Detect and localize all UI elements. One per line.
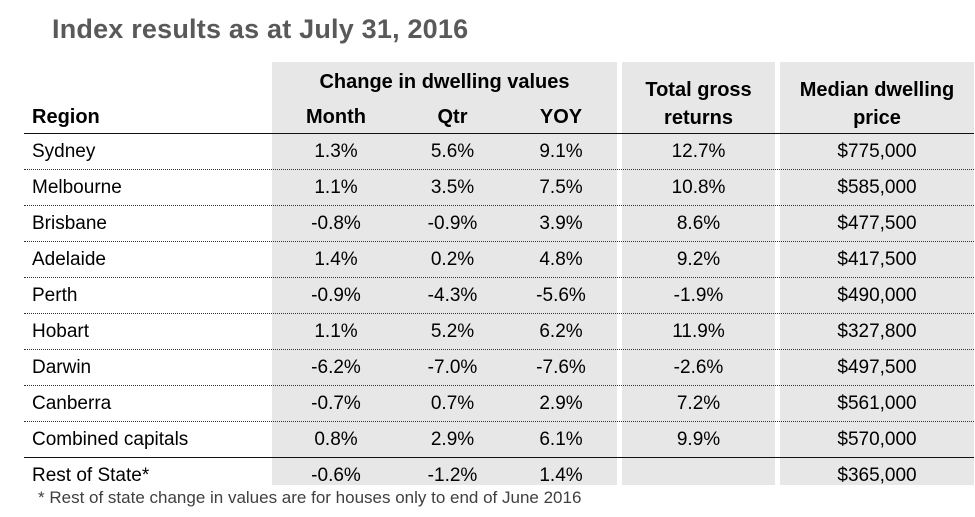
- cell-median: $417,500: [837, 249, 917, 270]
- cell-median: $490,000: [837, 285, 917, 306]
- cell-median: $497,500: [837, 357, 917, 378]
- cell-yoy: 3.9%: [539, 213, 583, 234]
- cell-yoy: 7.5%: [539, 177, 583, 198]
- cell-month: 1.4%: [314, 249, 358, 270]
- cell-month: -0.8%: [311, 213, 361, 234]
- cell-median: $477,500: [837, 213, 917, 234]
- cell-region: Hobart: [32, 321, 90, 342]
- cell-yoy: -7.6%: [536, 357, 586, 378]
- cell-gross: 12.7%: [671, 141, 726, 162]
- header-total-gross-returns: Total gross returns: [645, 79, 752, 129]
- cell-qtr: -1.2%: [427, 465, 478, 486]
- cell-gross: -2.6%: [673, 357, 724, 378]
- table-row: Sydney 1.3% 5.6% 9.1% 12.7% $775,000: [24, 134, 974, 170]
- cell-qtr: -0.9%: [427, 213, 478, 234]
- cell-region: Brisbane: [32, 213, 107, 234]
- gross-returns-column-shading: [622, 62, 775, 485]
- cell-region: Perth: [32, 285, 78, 306]
- cell-yoy: 2.9%: [539, 393, 583, 414]
- cell-month: 1.1%: [314, 177, 358, 198]
- cell-region: Combined capitals: [32, 429, 189, 450]
- cell-region: Sydney: [32, 141, 96, 162]
- header-qtr: Qtr: [437, 106, 468, 128]
- table-row: Perth -0.9% -4.3% -5.6% -1.9% $490,000: [24, 278, 974, 314]
- cell-median: $327,800: [837, 321, 917, 342]
- cell-qtr: -7.0%: [427, 357, 478, 378]
- table-row: Hobart 1.1% 5.2% 6.2% 11.9% $327,800: [24, 314, 974, 350]
- cell-yoy: 6.1%: [539, 429, 583, 450]
- table-body: Sydney 1.3% 5.6% 9.1% 12.7% $775,000 Melbourne…: [24, 134, 974, 493]
- page-title: Index results as at July 31, 2016: [52, 14, 469, 44]
- cell-median: $775,000: [837, 141, 917, 162]
- cell-median: $561,000: [837, 393, 917, 414]
- cell-qtr: -4.3%: [427, 285, 478, 306]
- cell-month: 1.1%: [314, 321, 358, 342]
- header-change-in-dwelling-values: Change in dwelling values: [319, 71, 570, 93]
- cell-region: Darwin: [32, 357, 92, 378]
- cell-yoy: 1.4%: [539, 465, 583, 486]
- cell-month: 0.8%: [314, 429, 358, 450]
- cell-month: -0.7%: [311, 393, 361, 414]
- change-columns-shading: [272, 62, 617, 485]
- cell-gross: 8.6%: [676, 213, 721, 234]
- header-median-dwelling-price: Median dwelling price: [799, 79, 955, 129]
- cell-qtr: 5.6%: [430, 141, 475, 162]
- table-row: Brisbane -0.8% -0.9% 3.9% 8.6% $477,500: [24, 206, 974, 242]
- cell-gross: 10.8%: [671, 177, 726, 198]
- cell-yoy: 4.8%: [539, 249, 583, 270]
- cell-gross: 9.9%: [676, 429, 721, 450]
- cell-qtr: 2.9%: [430, 429, 475, 450]
- cell-region: Rest of State*: [32, 465, 150, 486]
- table-row: Darwin -6.2% -7.0% -7.6% -2.6% $497,500: [24, 350, 974, 386]
- median-price-column-shading: [780, 62, 974, 485]
- cell-qtr: 0.2%: [430, 249, 475, 270]
- cell-qtr: 5.2%: [430, 321, 475, 342]
- cell-month: -0.6%: [311, 465, 361, 486]
- cell-month: -0.9%: [311, 285, 361, 306]
- header-region: Region: [32, 106, 100, 128]
- table-row: Melbourne 1.1% 3.5% 7.5% 10.8% $585,000: [24, 170, 974, 206]
- cell-gross: 7.2%: [676, 393, 721, 414]
- header-yoy: YOY: [539, 106, 583, 128]
- cell-qtr: 0.7%: [430, 393, 475, 414]
- cell-median: $365,000: [837, 465, 917, 486]
- footnote: * Rest of state change in values are for…: [38, 488, 582, 507]
- cell-yoy: 6.2%: [539, 321, 583, 342]
- header-month: Month: [306, 106, 366, 128]
- cell-region: Canberra: [32, 393, 112, 414]
- table-row: Canberra -0.7% 0.7% 2.9% 7.2% $561,000: [24, 386, 974, 422]
- cell-gross: 9.2%: [676, 249, 721, 270]
- cell-qtr: 3.5%: [430, 177, 475, 198]
- cell-median: $585,000: [837, 177, 917, 198]
- cell-gross: 11.9%: [672, 321, 725, 342]
- table-row: Combined capitals 0.8% 2.9% 6.1% 9.9% $570,00…: [24, 422, 974, 458]
- cell-yoy: 9.1%: [539, 141, 583, 162]
- cell-median: $570,000: [837, 429, 917, 450]
- index-results-table: Region Change in dwelling values Month Q…: [24, 62, 974, 486]
- cell-yoy: -5.6%: [536, 285, 586, 306]
- header-divider: [24, 133, 974, 134]
- table-row: Adelaide 1.4% 0.2% 4.8% 9.2% $417,500: [24, 242, 974, 278]
- cell-region: Melbourne: [32, 177, 122, 198]
- cell-gross: -1.9%: [673, 285, 724, 306]
- cell-month: 1.3%: [314, 141, 358, 162]
- cell-region: Adelaide: [32, 249, 106, 270]
- table-row: Rest of State* -0.6% -1.2% 1.4% $365,000: [24, 458, 974, 493]
- cell-month: -6.2%: [311, 357, 361, 378]
